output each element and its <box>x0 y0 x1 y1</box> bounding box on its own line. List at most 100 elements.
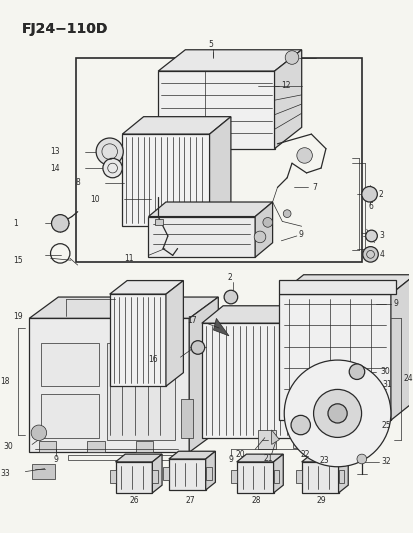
Bar <box>76 59 361 262</box>
Text: 25: 25 <box>380 421 390 430</box>
Polygon shape <box>274 50 301 149</box>
Polygon shape <box>205 467 211 480</box>
Text: 29: 29 <box>316 496 325 505</box>
Circle shape <box>282 210 290 217</box>
Polygon shape <box>313 306 334 438</box>
Polygon shape <box>115 454 161 462</box>
Polygon shape <box>163 467 169 480</box>
Polygon shape <box>166 280 183 386</box>
Circle shape <box>361 187 376 202</box>
Polygon shape <box>148 216 254 257</box>
Polygon shape <box>301 462 338 493</box>
Polygon shape <box>115 462 152 493</box>
Polygon shape <box>189 297 218 452</box>
Bar <box>39 441 56 452</box>
Text: 16: 16 <box>148 354 158 364</box>
Text: 23: 23 <box>318 456 328 465</box>
Text: 7: 7 <box>312 183 316 192</box>
Polygon shape <box>390 274 413 420</box>
Polygon shape <box>295 470 301 483</box>
Polygon shape <box>109 470 115 483</box>
Text: 9: 9 <box>54 456 59 464</box>
Polygon shape <box>205 451 215 490</box>
Text: FJ24−110D: FJ24−110D <box>21 22 107 36</box>
Polygon shape <box>279 280 395 294</box>
Text: 13: 13 <box>50 147 60 156</box>
Text: 9: 9 <box>228 456 233 464</box>
Polygon shape <box>148 202 272 216</box>
Polygon shape <box>122 134 209 226</box>
Text: 2: 2 <box>377 190 382 199</box>
Text: 33: 33 <box>0 469 10 478</box>
Circle shape <box>51 215 69 232</box>
Circle shape <box>356 454 366 464</box>
Circle shape <box>96 138 123 165</box>
Text: 9: 9 <box>298 230 303 238</box>
Polygon shape <box>338 454 347 493</box>
Text: 6: 6 <box>368 203 373 212</box>
Polygon shape <box>29 318 189 452</box>
Bar <box>257 430 275 449</box>
Text: FJ24−110D: FJ24−110D <box>21 22 107 36</box>
Circle shape <box>296 148 312 163</box>
Bar <box>41 343 99 386</box>
Polygon shape <box>169 451 215 459</box>
Polygon shape <box>273 454 282 493</box>
Polygon shape <box>301 454 347 462</box>
Polygon shape <box>109 294 166 386</box>
Text: 20: 20 <box>235 450 245 458</box>
Circle shape <box>285 51 298 64</box>
Polygon shape <box>279 294 390 420</box>
Circle shape <box>284 360 390 467</box>
Polygon shape <box>322 435 337 449</box>
Circle shape <box>362 247 377 262</box>
Text: 31: 31 <box>381 380 391 389</box>
Text: 32: 32 <box>380 457 390 466</box>
Text: 9: 9 <box>393 300 398 308</box>
Text: 17: 17 <box>187 316 197 325</box>
Bar <box>135 441 153 452</box>
Circle shape <box>327 404 347 423</box>
Bar <box>87 441 104 452</box>
Text: 21: 21 <box>263 455 273 464</box>
Circle shape <box>313 390 361 438</box>
Text: 8: 8 <box>76 178 81 187</box>
Text: 18: 18 <box>0 377 10 386</box>
Polygon shape <box>155 220 163 225</box>
Text: 11: 11 <box>124 254 134 263</box>
Text: 27: 27 <box>185 496 195 505</box>
Polygon shape <box>271 430 279 445</box>
Bar <box>292 435 308 448</box>
Text: 26: 26 <box>129 496 138 505</box>
Polygon shape <box>273 470 279 483</box>
Circle shape <box>254 231 265 243</box>
Circle shape <box>365 230 376 242</box>
Polygon shape <box>201 323 313 438</box>
Text: 19: 19 <box>13 312 22 321</box>
Polygon shape <box>29 297 218 318</box>
Polygon shape <box>169 459 205 490</box>
Bar <box>32 464 55 479</box>
Text: 28: 28 <box>251 496 260 505</box>
Text: 24: 24 <box>403 374 412 383</box>
Polygon shape <box>109 280 183 294</box>
Polygon shape <box>122 117 230 134</box>
Text: 2: 2 <box>227 273 232 282</box>
Text: 22: 22 <box>300 450 310 458</box>
Bar <box>107 343 174 440</box>
Polygon shape <box>254 202 272 257</box>
Circle shape <box>290 415 310 435</box>
Text: 1: 1 <box>14 219 19 228</box>
Bar <box>41 394 99 438</box>
Text: 30: 30 <box>379 367 389 376</box>
Circle shape <box>103 158 122 178</box>
Polygon shape <box>152 454 161 493</box>
Circle shape <box>31 425 47 441</box>
Text: 3: 3 <box>378 231 383 240</box>
Circle shape <box>262 217 272 227</box>
Polygon shape <box>236 462 273 493</box>
Circle shape <box>349 364 364 379</box>
Polygon shape <box>236 454 282 462</box>
Bar <box>358 384 377 394</box>
Polygon shape <box>230 470 236 483</box>
